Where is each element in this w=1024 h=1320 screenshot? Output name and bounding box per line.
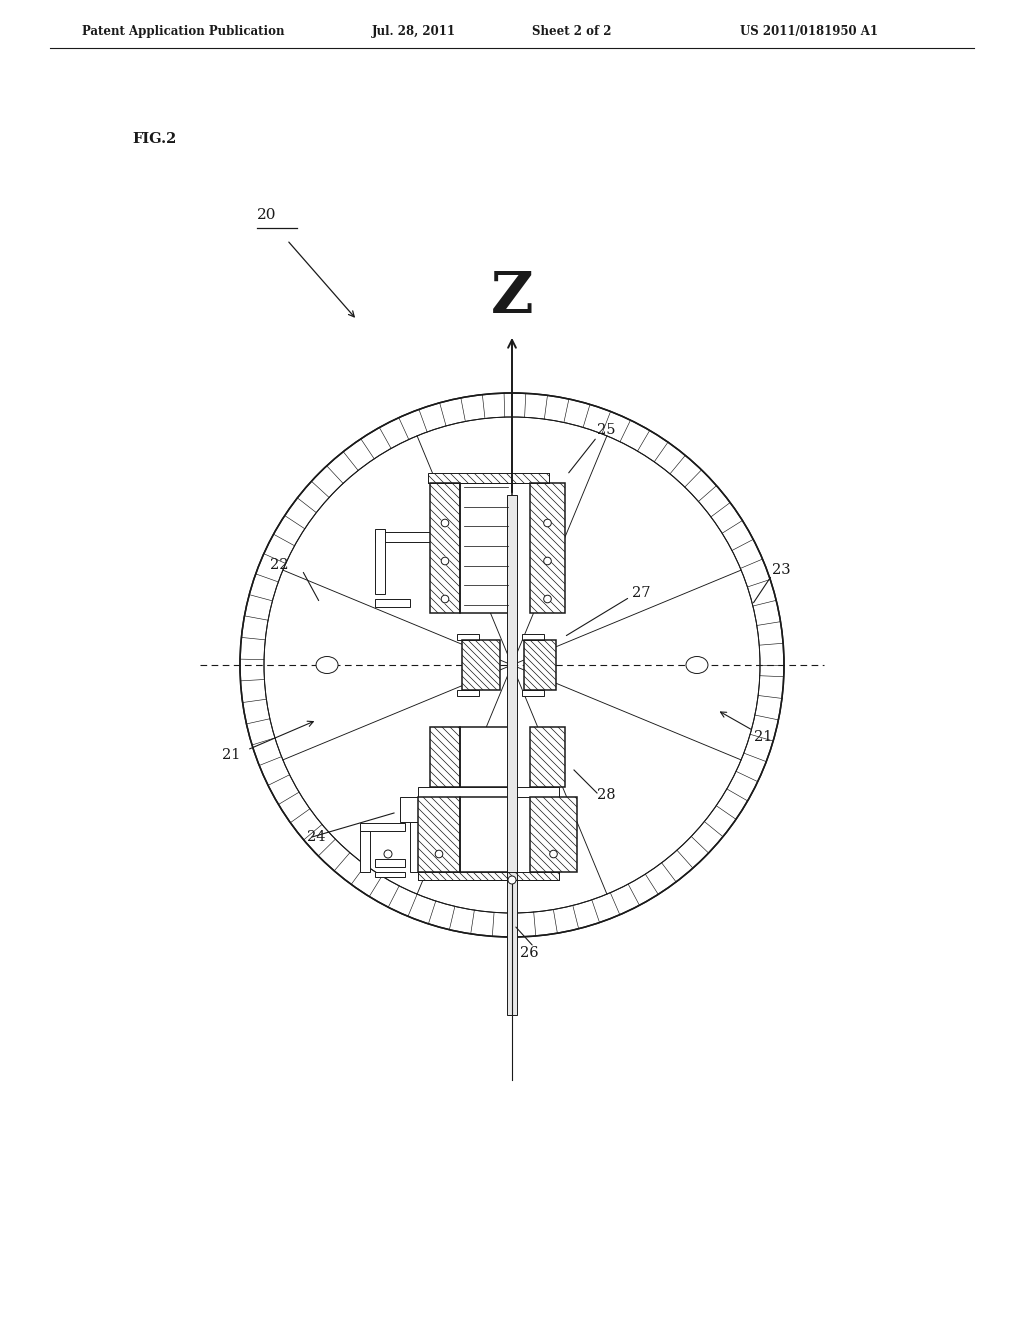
Bar	[418, 873, 559, 880]
Text: Z: Z	[490, 269, 534, 325]
Circle shape	[441, 595, 449, 603]
Circle shape	[441, 595, 449, 603]
Text: 21: 21	[222, 748, 241, 762]
Bar	[530, 797, 577, 873]
Text: 28: 28	[597, 788, 615, 803]
Bar	[375, 532, 430, 541]
Bar	[524, 640, 556, 690]
Text: US 2011/0181950 A1: US 2011/0181950 A1	[740, 25, 878, 38]
Circle shape	[441, 557, 449, 565]
Bar	[530, 727, 565, 787]
Bar	[400, 797, 418, 822]
Circle shape	[441, 519, 449, 527]
Bar	[360, 822, 406, 830]
Bar	[530, 727, 565, 787]
Bar	[430, 483, 460, 612]
Bar	[418, 797, 460, 873]
Bar	[430, 727, 460, 787]
Bar	[522, 634, 544, 640]
Text: 26: 26	[520, 946, 539, 960]
Bar	[507, 495, 517, 1015]
Circle shape	[544, 519, 551, 527]
Bar	[418, 797, 460, 873]
Circle shape	[384, 850, 392, 858]
Text: 24: 24	[307, 830, 326, 843]
Bar	[460, 727, 512, 787]
Ellipse shape	[686, 656, 708, 673]
Text: 20: 20	[257, 209, 276, 222]
Bar	[530, 483, 565, 612]
Text: 27: 27	[632, 586, 650, 601]
Text: 21: 21	[754, 730, 772, 744]
Bar	[530, 483, 565, 612]
Bar	[530, 797, 577, 873]
Bar	[430, 483, 460, 612]
Text: 25: 25	[597, 422, 615, 437]
Bar	[375, 873, 406, 876]
Circle shape	[544, 595, 551, 603]
Bar	[522, 690, 544, 696]
Bar	[418, 787, 559, 797]
Bar	[460, 797, 512, 873]
Text: 23: 23	[772, 564, 791, 577]
Text: Sheet 2 of 2: Sheet 2 of 2	[532, 25, 611, 38]
Bar	[428, 473, 549, 483]
Bar	[457, 690, 479, 696]
Bar	[418, 873, 559, 880]
Text: 22: 22	[270, 558, 289, 572]
Bar	[375, 598, 410, 606]
Bar	[428, 473, 549, 483]
Text: Jul. 28, 2011: Jul. 28, 2011	[372, 25, 456, 38]
Circle shape	[441, 519, 449, 527]
Circle shape	[544, 557, 551, 565]
Circle shape	[441, 557, 449, 565]
Text: Patent Application Publication: Patent Application Publication	[82, 25, 285, 38]
Bar	[462, 640, 500, 690]
Bar	[430, 727, 460, 787]
Bar	[360, 830, 370, 873]
Bar	[410, 822, 418, 873]
Circle shape	[508, 876, 516, 884]
Bar	[457, 634, 479, 640]
Bar	[428, 473, 549, 483]
Ellipse shape	[316, 656, 338, 673]
Circle shape	[435, 850, 442, 858]
Circle shape	[550, 850, 557, 858]
Bar	[462, 640, 500, 690]
Bar	[524, 640, 556, 690]
Bar	[375, 859, 406, 867]
Text: FIG.2: FIG.2	[132, 132, 176, 147]
Bar	[418, 873, 559, 880]
Bar	[460, 483, 512, 612]
Bar	[375, 528, 385, 594]
